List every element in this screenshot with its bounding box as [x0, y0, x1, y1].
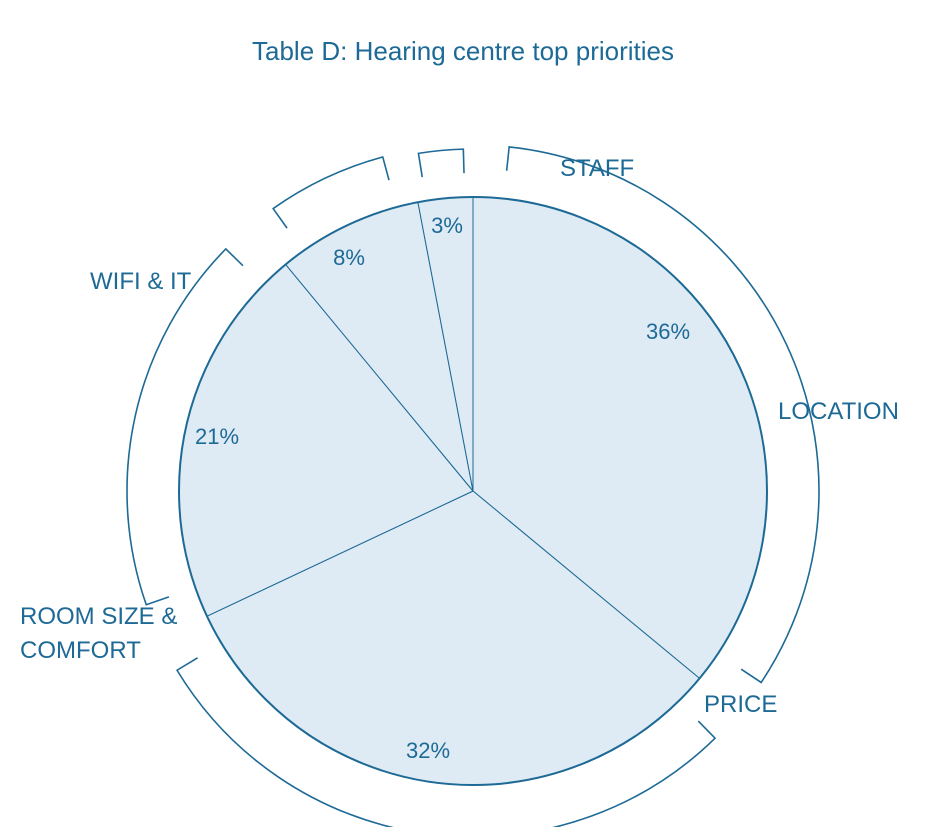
callout-bracket-location	[505, 146, 820, 684]
data-label-wifi-it: 8%	[333, 245, 365, 270]
chart-title: Table D: Hearing centre top priorities	[252, 36, 674, 66]
category-label-location: LOCATION	[778, 398, 899, 425]
pie-outline	[178, 196, 768, 786]
data-label-staff: 3%	[431, 213, 463, 238]
data-label-location: 36%	[646, 319, 690, 344]
callout-bracket-staff	[417, 148, 465, 178]
callout-bracket-wifi-it	[272, 155, 390, 229]
data-label-price: 32%	[406, 738, 450, 763]
callout-bracket-price	[175, 657, 717, 827]
category-label-wifi-it: WIFI & IT	[90, 268, 192, 295]
category-label-room-size-comfort: ROOM SIZE & COMFORT	[20, 603, 177, 664]
callout-bracket-room-size-comfort	[126, 247, 244, 606]
category-label-staff: STAFF	[560, 155, 634, 182]
data-label-room-size-comfort: 21%	[195, 424, 239, 449]
category-label-price: PRICE	[704, 691, 777, 718]
